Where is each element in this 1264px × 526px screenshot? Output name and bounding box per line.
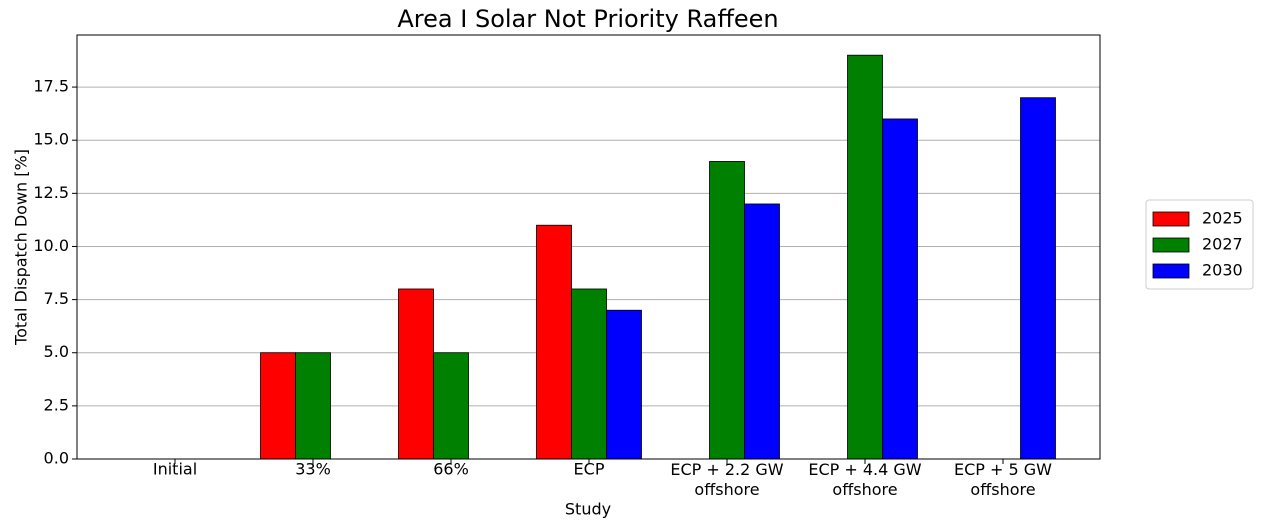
chart-title: Area I Solar Not Priority Raffeen	[397, 5, 778, 33]
bar	[295, 352, 331, 460]
x-axis-label: Study	[565, 500, 611, 519]
bar	[606, 309, 642, 460]
bar	[709, 161, 745, 460]
bar	[398, 288, 434, 460]
x-tick-label: ECP	[574, 460, 605, 479]
y-tick-label: 2.5	[44, 395, 69, 414]
y-tick-label: 15.0	[33, 130, 69, 149]
y-tick-label: 12.5	[33, 183, 69, 202]
legend-swatch	[1152, 263, 1190, 279]
legend: 2025 2027 2030	[1145, 199, 1254, 290]
x-tick-label: 66%	[433, 460, 469, 479]
y-tick-label: 0.0	[44, 449, 69, 468]
legend-label: 2025	[1202, 209, 1243, 228]
x-tick-label: ECP + 4.4 GW offshore	[808, 460, 921, 499]
x-tick-label: ECP + 5 GW offshore	[954, 460, 1052, 499]
bar	[433, 352, 469, 460]
bar	[1020, 97, 1056, 460]
x-tick-label: Initial	[153, 460, 197, 479]
bar	[847, 54, 883, 460]
legend-swatch	[1152, 237, 1190, 253]
bar	[260, 352, 296, 460]
legend-label: 2030	[1202, 261, 1243, 280]
bar	[882, 118, 918, 460]
x-tick-label: ECP + 2.2 GW offshore	[670, 460, 783, 499]
bar	[571, 288, 607, 460]
y-tick-label: 10.0	[33, 236, 69, 255]
bar	[536, 224, 572, 460]
y-tick-label: 5.0	[44, 342, 69, 361]
legend-swatch	[1152, 211, 1190, 227]
bar	[744, 203, 780, 460]
legend-label: 2027	[1202, 235, 1243, 254]
x-tick-label: 33%	[295, 460, 331, 479]
y-tick-label: 7.5	[44, 289, 69, 308]
bars	[260, 54, 1056, 460]
y-tick-label: 17.5	[33, 77, 69, 96]
y-axis-label: Total Dispatch Down [%]	[12, 149, 31, 346]
